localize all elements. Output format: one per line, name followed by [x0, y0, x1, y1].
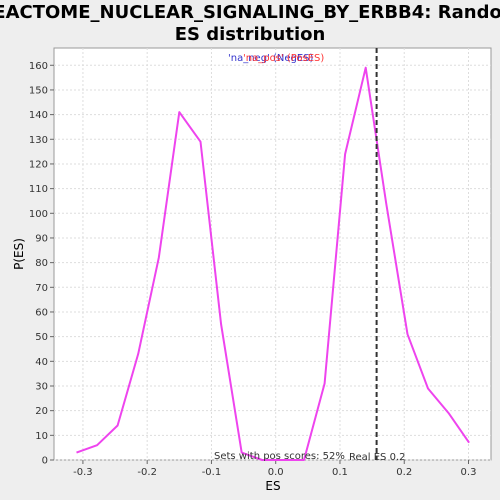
y-tick-label: 110: [29, 184, 48, 195]
y-tick-label: 90: [35, 233, 48, 244]
y-tick-label: 130: [29, 135, 48, 146]
pos-scores-annotation: Sets with pos scores: 52%: [214, 451, 345, 462]
y-tick-label: 60: [35, 307, 48, 318]
y-tick-label: 40: [35, 357, 48, 368]
x-tick-label: -0.3: [73, 467, 93, 478]
series-line: [76, 66, 470, 461]
y-axis-label: P(ES): [12, 238, 26, 270]
y-axis-ticks: 0 10 20 30 40 50 60 70 80 90 100 110 120 130 140 150 160: [29, 61, 54, 467]
x-tick-label: -0.2: [137, 467, 157, 478]
x-tick-label: 0.3: [461, 467, 477, 478]
y-tick-label: 10: [35, 431, 48, 442]
y-tick-label: 140: [29, 110, 48, 121]
plot-area: [53, 47, 492, 461]
x-tick-label: -0.1: [202, 467, 222, 478]
x-axis-label: ES: [265, 479, 280, 493]
y-tick-label: 100: [29, 209, 48, 220]
chart-title-line1: REACTOME_NUCLEAR_SIGNALING_BY_ERBB4: Ran…: [0, 2, 500, 23]
real-es-annotation: Real ES 0.2: [349, 452, 405, 463]
x-tick-label: 0.1: [332, 467, 348, 478]
y-tick-label: 20: [35, 406, 48, 417]
x-axis-ticks: -0.3 -0.2 -0.1 0.0 0.1 0.2 0.3: [73, 460, 476, 478]
x-tick-label: 0.2: [396, 467, 412, 478]
legend-entry-neg: 'na_neg' (NegES): [228, 53, 314, 64]
y-tick-label: 160: [29, 61, 48, 72]
x-tick-label: 0.0: [268, 467, 284, 478]
y-tick-label: 70: [35, 283, 48, 294]
y-tick-label: 30: [35, 381, 48, 392]
chart-title-line2: ES distribution: [175, 24, 326, 45]
grid-lines: [54, 48, 491, 461]
series-layer: [76, 66, 470, 461]
y-tick-label: 0: [42, 456, 48, 467]
y-tick-label: 150: [29, 85, 48, 96]
y-tick-label: 80: [35, 258, 48, 269]
y-tick-label: 120: [29, 159, 48, 170]
legend-entry-pos: 'na_pos' (PosES): [243, 53, 324, 64]
y-tick-label: 50: [35, 332, 48, 343]
